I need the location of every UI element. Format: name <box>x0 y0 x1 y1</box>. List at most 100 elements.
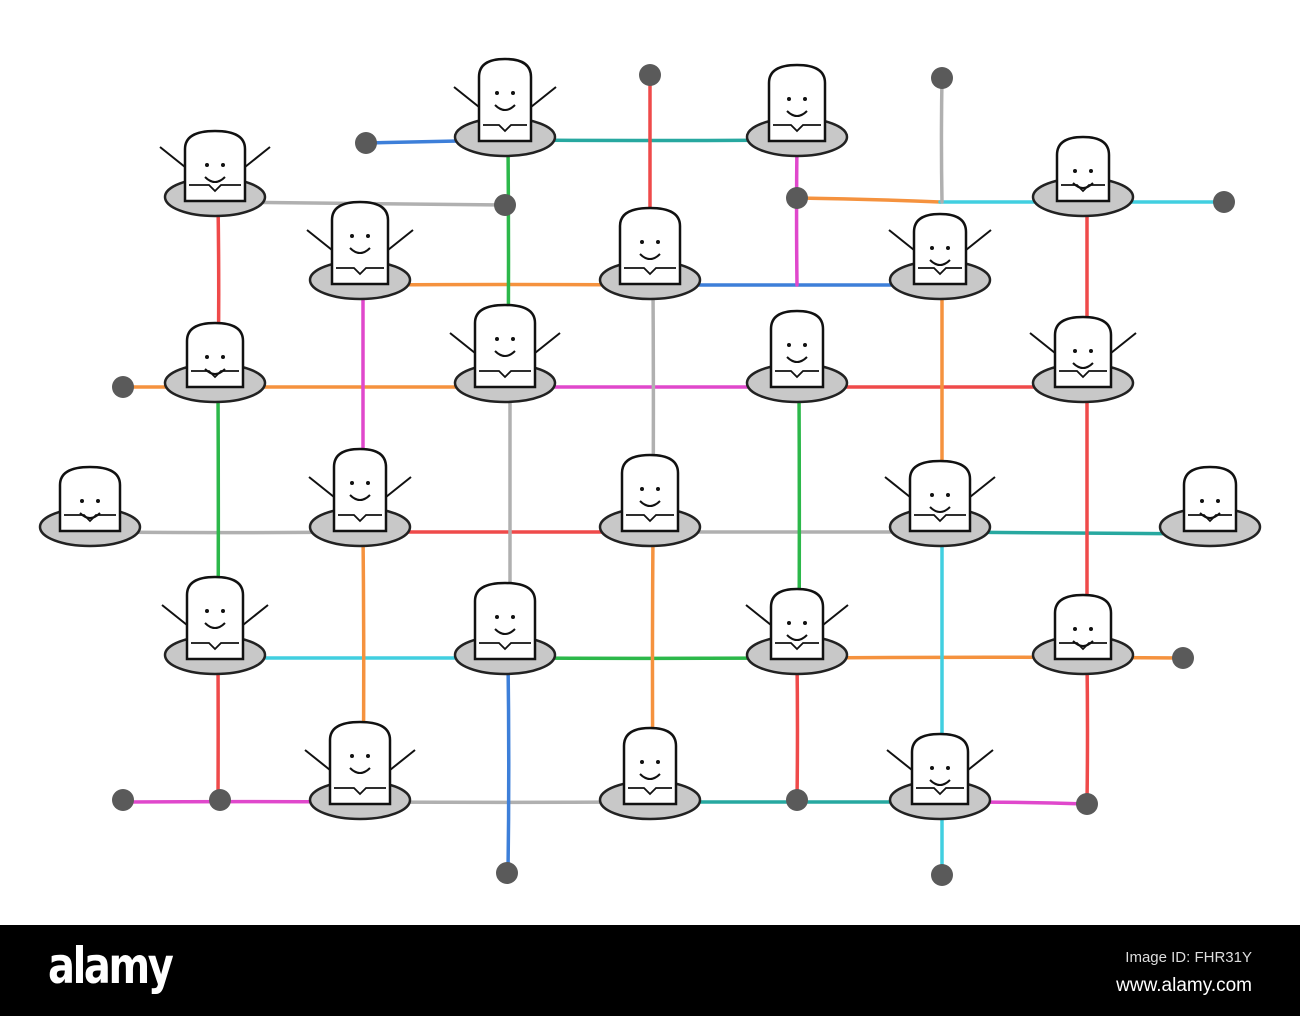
endpoint-dot <box>112 376 134 398</box>
eye <box>787 621 791 625</box>
arm <box>1030 333 1055 353</box>
eye <box>1089 627 1093 631</box>
eye <box>1073 349 1077 353</box>
endpoint-dot <box>786 789 808 811</box>
person-body <box>475 305 535 387</box>
arm <box>968 750 993 770</box>
site-url: www.alamy.com <box>1116 975 1252 997</box>
person-in-hole <box>165 323 265 402</box>
person-in-hole <box>1033 595 1133 674</box>
person-body <box>769 65 825 141</box>
eye <box>803 343 807 347</box>
arm <box>390 750 415 770</box>
eye <box>1216 499 1220 503</box>
eye <box>495 337 499 341</box>
people-network-illustration <box>0 0 1300 925</box>
endpoint-dot <box>112 789 134 811</box>
person-in-hole <box>309 449 411 546</box>
eye <box>656 760 660 764</box>
eye <box>205 163 209 167</box>
arm <box>450 333 475 353</box>
person-body <box>479 59 531 141</box>
person-body <box>187 577 243 659</box>
eye <box>803 621 807 625</box>
arm <box>887 750 912 770</box>
eye <box>350 234 354 238</box>
eye <box>205 609 209 613</box>
eye <box>511 337 515 341</box>
endpoint-dot <box>931 67 953 89</box>
eye <box>511 91 515 95</box>
endpoint-dot <box>494 194 516 216</box>
eye <box>350 481 354 485</box>
eye <box>787 343 791 347</box>
eye <box>930 246 934 250</box>
eye <box>350 754 354 758</box>
eye <box>221 609 225 613</box>
arm <box>823 605 848 625</box>
eye <box>366 754 370 758</box>
person-in-hole <box>450 305 560 402</box>
eye <box>1073 169 1077 173</box>
person-in-hole <box>600 728 700 819</box>
eye <box>366 481 370 485</box>
person-in-hole <box>600 455 700 546</box>
connection-line-orange <box>797 198 940 202</box>
arm <box>966 230 991 250</box>
person-in-hole <box>305 722 415 819</box>
endpoint-dot <box>1172 647 1194 669</box>
eye <box>495 91 499 95</box>
person-in-hole <box>455 583 555 674</box>
eye <box>495 615 499 619</box>
eye <box>221 355 225 359</box>
arm <box>305 750 330 770</box>
eye <box>946 493 950 497</box>
eye <box>803 97 807 101</box>
connection-line-gray <box>941 78 942 202</box>
person-in-hole <box>889 214 991 299</box>
person-in-hole <box>747 311 847 402</box>
person-body <box>771 311 823 387</box>
connection-line-blue <box>508 658 509 873</box>
endpoint-dot <box>639 64 661 86</box>
eye <box>96 499 100 503</box>
eye <box>205 355 209 359</box>
endpoint-dot <box>786 187 808 209</box>
arm <box>889 230 914 250</box>
eye <box>80 499 84 503</box>
arm <box>454 87 479 107</box>
eye <box>640 240 644 244</box>
person-in-hole <box>747 65 847 156</box>
person-in-hole <box>746 589 848 674</box>
eye <box>946 246 950 250</box>
eye <box>930 493 934 497</box>
eye <box>930 766 934 770</box>
person-in-hole <box>307 202 413 299</box>
arm <box>388 230 413 250</box>
eye <box>787 97 791 101</box>
arm <box>531 87 556 107</box>
person-body <box>332 202 388 284</box>
endpoint-dot <box>1213 191 1235 213</box>
eye <box>946 766 950 770</box>
person-body <box>624 728 676 804</box>
eye <box>656 240 660 244</box>
person-in-hole <box>160 131 270 216</box>
endpoint-dot <box>209 789 231 811</box>
endpoint-dot <box>496 862 518 884</box>
arm <box>970 477 995 497</box>
person-body <box>475 583 535 659</box>
arm <box>386 477 411 497</box>
person-body <box>334 449 386 531</box>
person-body <box>330 722 390 804</box>
person-in-hole <box>1030 317 1136 402</box>
person-in-hole <box>600 208 700 299</box>
arm <box>243 605 268 625</box>
endpoint-dot <box>1076 793 1098 815</box>
endpoint-dot <box>931 864 953 886</box>
eye <box>221 163 225 167</box>
person-in-hole <box>1033 137 1133 216</box>
person-in-hole <box>162 577 268 674</box>
arm <box>885 477 910 497</box>
person-in-hole <box>40 467 140 546</box>
